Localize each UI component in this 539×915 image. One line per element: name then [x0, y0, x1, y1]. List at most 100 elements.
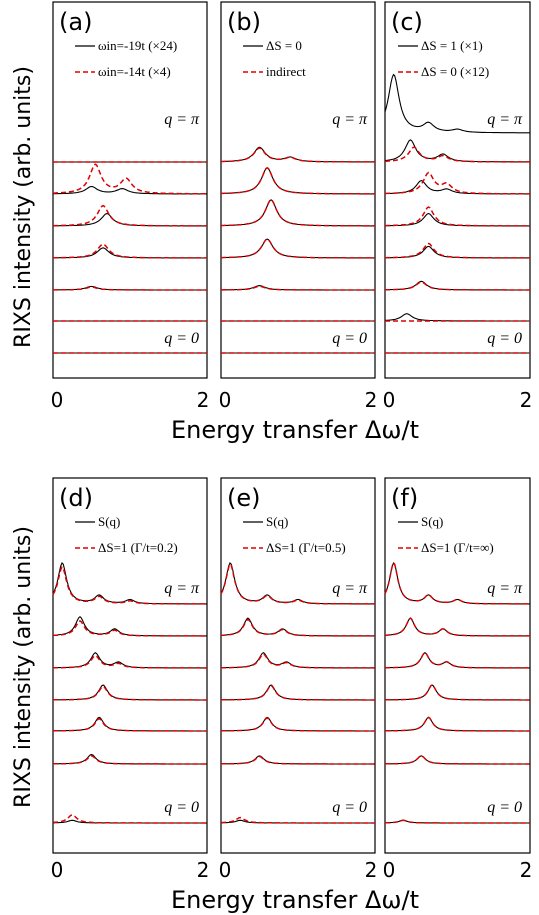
series-solid-q-π/2 [53, 247, 207, 259]
series-solid-q-π/2 [221, 684, 375, 701]
xtick-label: 2 [520, 388, 533, 412]
series-solid-q-top [384, 73, 530, 134]
panel-a: (a) ωin=-19t (×24) ωin=-14t (×4) q = π q = 0… [51, 1, 210, 412]
series-dashed-q-2π/3 [385, 206, 530, 227]
legend-dashed-label: ΔS=1 (Γ/t=0.5) [266, 540, 346, 555]
panel-label: (b) [227, 8, 261, 36]
xlabel-top: Energy transfer Δω/t [171, 416, 419, 444]
series-solid-q-5π/6 [221, 167, 375, 195]
q-bottom-label: q = 0 [332, 799, 367, 816]
series-dashed-q-2π/3 [53, 654, 207, 669]
q-top-label: q = π [332, 580, 368, 597]
legend-dashed-label: ΔS=1 (Γ/t=∞) [421, 540, 494, 555]
series-dashed-q-π/3 [385, 716, 530, 732]
legend-solid-label: ΔS = 0 [266, 38, 302, 53]
series-solid-q-5π/6 [220, 617, 375, 637]
legend-dashed-label: ωin=-14t (×4) [98, 64, 171, 79]
series-solid-q-π/6 [385, 755, 530, 765]
series-solid-q-2π/3 [221, 199, 375, 227]
series-solid-q-5π/6 [53, 185, 207, 195]
xtick-label: 0 [51, 858, 64, 882]
legend-dashed-label: ΔS=1 (Γ/t=0.2) [98, 540, 178, 555]
series-dashed-q-π/2 [221, 684, 375, 701]
panel-frame [220, 477, 376, 854]
series-dashed-q-π/2 [221, 238, 375, 259]
series-dashed-q-π/6 [53, 754, 207, 765]
q-top-label: q = π [164, 580, 200, 597]
series-dashed-q-π/2 [53, 243, 207, 259]
series-solid-q-2π/3 [53, 652, 207, 669]
panels-group: (a) ωin=-19t (×24) ωin=-14t (×4) q = π q = 0… [51, 1, 533, 882]
series-solid-q-π/3 [385, 280, 530, 291]
q-top-label: q = π [487, 111, 523, 128]
series-dashed-q-5π/6 [53, 163, 207, 195]
series-dashed-q-π/3 [53, 717, 207, 732]
series-solid-q-π/3 [221, 716, 375, 732]
q-top-label: q = π [164, 111, 200, 128]
panel-d: (d) S(q) ΔS=1 (Γ/t=0.2) q = π q = 0 0 2 [51, 477, 210, 882]
panel-label: (d) [59, 484, 93, 512]
q-bottom-label: q = 0 [164, 799, 199, 816]
series-solid-q-π [384, 139, 530, 163]
series-solid-q-π/6 [221, 755, 375, 765]
xtick-label: 2 [197, 858, 210, 882]
panel-f: (f)S(q) ΔS=1 (Γ/t=∞) q = π q = 0 0 2 [383, 477, 532, 882]
q-bottom-label: q = 0 [487, 330, 522, 347]
xtick-label: 0 [383, 388, 396, 412]
ylabel-top: RIXS intensity (arb. units) [11, 66, 36, 348]
series-solid-q-2π/3 [385, 652, 530, 669]
q-bottom-label: q = 0 [487, 799, 522, 816]
series-solid-q-π/2 [221, 238, 375, 259]
xtick-label: 2 [197, 388, 210, 412]
legend-solid-label: S(q) [421, 514, 443, 529]
series-dashed-q-π/3 [53, 286, 207, 291]
series-solid-q-π/2 [385, 245, 530, 259]
panel-label: (a) [59, 8, 92, 36]
legend-solid-label: S(q) [266, 514, 288, 529]
series-dashed-q-π [221, 147, 375, 163]
series-dashed-q-5π/6 [221, 166, 375, 195]
series-dashed-q-0 [52, 813, 207, 824]
series-dashed-q-π [384, 561, 530, 605]
panel-frame [384, 1, 531, 379]
series-dashed-q-0 [385, 819, 530, 824]
series-solid-q-π [221, 146, 375, 163]
series-dashed-q-5π/6 [221, 618, 375, 637]
xtick-label: 0 [219, 858, 232, 882]
xtick-label: 2 [365, 388, 378, 412]
series-dashed-q-π/6 [385, 754, 530, 765]
panel-frame [384, 477, 531, 854]
q-top-label: q = π [487, 580, 523, 597]
panel-e: (e) S(q) ΔS=1 (Γ/t=0.5) q = π q = 0 0 2 [219, 477, 378, 882]
q-bottom-label: q = 0 [164, 330, 199, 347]
series-solid-q-2π/3 [385, 213, 530, 227]
ylabel-bottom: RIXS intensity (arb. units) [11, 526, 36, 808]
xtick-label: 2 [365, 858, 378, 882]
series-dashed-q-π [220, 563, 375, 605]
series-dashed-q-π/3 [385, 281, 530, 291]
series-dashed-q-π/2 [385, 242, 530, 259]
panel-frame [220, 1, 376, 379]
panel-label: (e) [227, 484, 261, 512]
series-dashed-q-π/2 [385, 684, 530, 701]
xtick-label: 0 [383, 858, 396, 882]
xtick-label: 0 [51, 388, 64, 412]
legend-dashed-label: ΔS = 0 (×12) [421, 64, 489, 79]
series-dashed-q-π [52, 565, 207, 605]
q-bottom-label: q = 0 [332, 330, 367, 347]
series-dashed-q-π [385, 146, 530, 163]
series-solid-q-5π/6 [384, 617, 530, 637]
series-solid-q-π/3 [53, 716, 207, 732]
xtick-label: 0 [219, 388, 232, 412]
series-solid-q-π/3 [385, 716, 530, 732]
panel-frame [52, 477, 208, 854]
q-top-label: q = π [332, 111, 368, 128]
series-dashed-q-2π/3 [385, 651, 530, 669]
series-dashed-q-π/3 [221, 285, 375, 291]
panel-c: (c) ΔS = 1 (×1) ΔS = 0 (×12) q = π q = 0 0 2 [383, 1, 533, 412]
legend-solid-label: ΔS = 1 (×1) [421, 38, 483, 53]
series-dashed-q-2π/3 [221, 198, 375, 227]
series-solid-q-π/2 [385, 684, 530, 701]
panel-label: (c) [391, 8, 423, 36]
